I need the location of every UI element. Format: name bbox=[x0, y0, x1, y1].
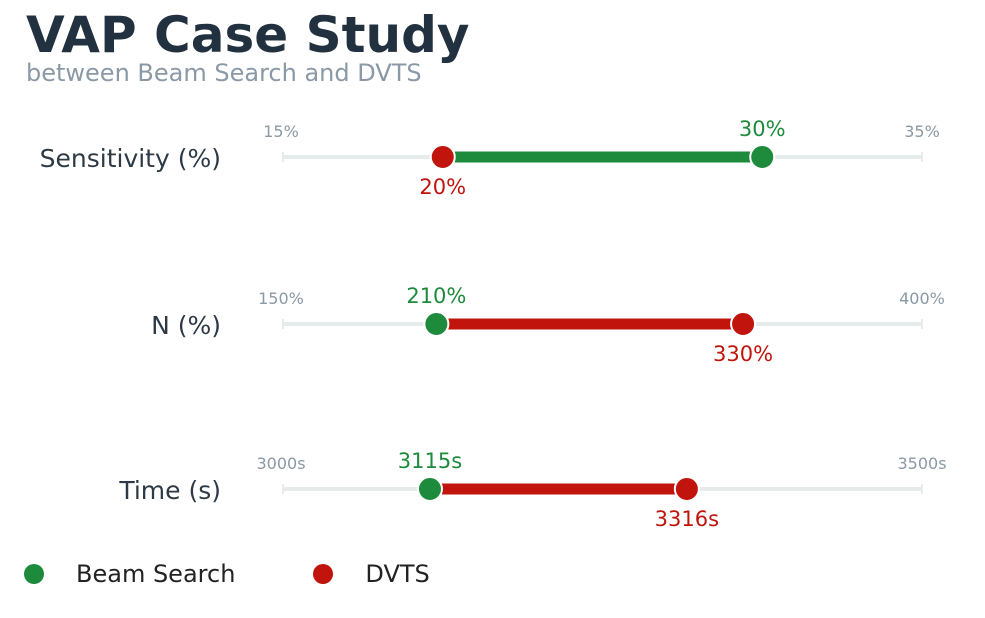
legend-item-dvts: DVTS bbox=[313, 560, 430, 588]
legend-marker-dvts bbox=[313, 564, 334, 584]
dvts-point bbox=[730, 311, 757, 337]
dvts-point bbox=[429, 144, 456, 170]
axis-max-label: 35% bbox=[904, 122, 940, 141]
beam-search-point bbox=[423, 311, 450, 337]
dvts-value-label: 3316s bbox=[655, 507, 719, 531]
beam-search-value-label: 30% bbox=[739, 117, 786, 141]
legend-marker-beam-search bbox=[24, 564, 44, 584]
row-label: N (%) bbox=[151, 311, 221, 340]
dvts-point bbox=[673, 476, 700, 502]
axis-min-label: 3000s bbox=[256, 454, 305, 473]
beam-search-point bbox=[416, 476, 443, 502]
chart-subtitle: between Beam Search and DVTS bbox=[26, 59, 422, 87]
legend-label-beam-search: Beam Search bbox=[76, 560, 236, 588]
legend-item-beam-search: Beam Search bbox=[24, 560, 235, 588]
axis-min-label: 150% bbox=[258, 289, 304, 308]
beam-search-point bbox=[749, 144, 776, 170]
row-label: Time (s) bbox=[118, 476, 221, 505]
axis-max-label: 400% bbox=[899, 289, 945, 308]
legend-label-dvts: DVTS bbox=[365, 560, 430, 588]
beam-search-value-label: 210% bbox=[406, 284, 466, 308]
legend: Beam Search DVTS bbox=[24, 560, 508, 588]
row-label: Sensitivity (%) bbox=[40, 144, 221, 173]
dvts-value-label: 330% bbox=[713, 342, 773, 366]
axis-min-label: 15% bbox=[263, 122, 299, 141]
beam-search-value-label: 3115s bbox=[398, 449, 462, 473]
axis-max-label: 3500s bbox=[897, 454, 946, 473]
dvts-value-label: 20% bbox=[419, 175, 466, 199]
chart-title: VAP Case Study bbox=[26, 6, 470, 64]
